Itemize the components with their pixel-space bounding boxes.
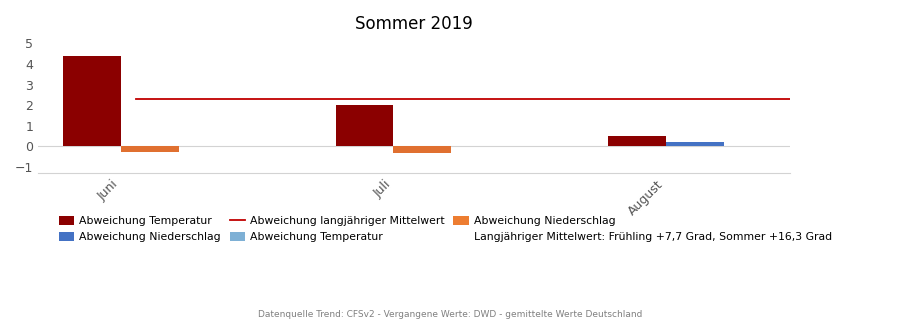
- Bar: [393, 146, 451, 153]
- Bar: [336, 105, 393, 146]
- Legend: Abweichung Temperatur, Abweichung Niederschlag, Abweichung langjähriger Mittelwe: Abweichung Temperatur, Abweichung Nieder…: [58, 216, 833, 242]
- Bar: [121, 146, 178, 152]
- Bar: [666, 142, 724, 146]
- Bar: [63, 56, 121, 146]
- Text: Datenquelle Trend: CFSv2 - Vergangene Werte: DWD - gemittelte Werte Deutschland: Datenquelle Trend: CFSv2 - Vergangene We…: [257, 310, 643, 319]
- Title: Sommer 2019: Sommer 2019: [356, 15, 472, 33]
- Bar: [608, 136, 666, 146]
